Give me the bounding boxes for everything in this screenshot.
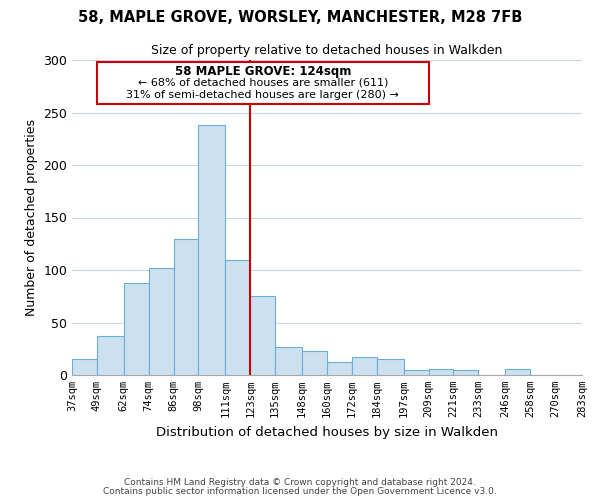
Bar	[72, 359, 97, 375]
Bar	[377, 359, 404, 375]
Text: ← 68% of detached houses are smaller (611): ← 68% of detached houses are smaller (61…	[137, 78, 388, 88]
Text: Contains HM Land Registry data © Crown copyright and database right 2024.: Contains HM Land Registry data © Crown c…	[124, 478, 476, 487]
Bar	[327, 362, 352, 375]
Bar	[124, 282, 149, 375]
Bar	[454, 370, 478, 375]
Text: Contains public sector information licensed under the Open Government Licence v3: Contains public sector information licen…	[103, 486, 497, 496]
Bar	[250, 296, 275, 375]
Bar	[149, 268, 173, 375]
X-axis label: Distribution of detached houses by size in Walkden: Distribution of detached houses by size …	[156, 426, 498, 438]
Y-axis label: Number of detached properties: Number of detached properties	[25, 119, 38, 316]
Text: 31% of semi-detached houses are larger (280) →: 31% of semi-detached houses are larger (…	[126, 90, 399, 101]
Text: 58, MAPLE GROVE, WORSLEY, MANCHESTER, M28 7FB: 58, MAPLE GROVE, WORSLEY, MANCHESTER, M2…	[78, 10, 522, 25]
Text: 58 MAPLE GROVE: 124sqm: 58 MAPLE GROVE: 124sqm	[175, 65, 351, 78]
Bar	[97, 336, 124, 375]
Bar	[428, 368, 454, 375]
Bar	[352, 357, 377, 375]
Bar	[505, 368, 530, 375]
Bar	[275, 346, 302, 375]
Bar	[199, 125, 226, 375]
Bar	[226, 260, 250, 375]
Title: Size of property relative to detached houses in Walkden: Size of property relative to detached ho…	[151, 44, 503, 58]
FancyBboxPatch shape	[97, 62, 428, 104]
Bar	[302, 351, 327, 375]
Bar	[173, 238, 199, 375]
Bar	[404, 370, 428, 375]
